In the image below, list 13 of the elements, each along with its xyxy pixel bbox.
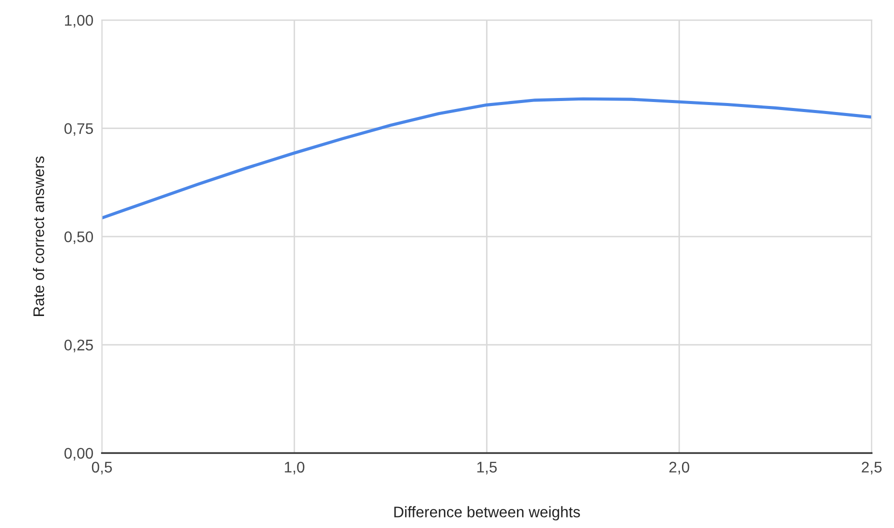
x-tick-label: 2,0 [669, 462, 690, 474]
line-series [102, 97, 872, 220]
y-tick-label: 0,00 [64, 448, 93, 461]
x-axis-title: Difference between weights [394, 506, 580, 520]
x-tick-label: 0,5 [92, 462, 112, 474]
y-tick-label: 1,00 [65, 14, 93, 28]
x-tick-label: 2,5 [862, 462, 882, 474]
y-axis-title: Rate of correct answers [32, 156, 44, 316]
x-tick-label: 1,0 [284, 462, 304, 474]
y-tick-label: 0,50 [64, 231, 93, 244]
y-tick-label: 0,75 [64, 123, 93, 136]
y-tick-label: 0,25 [64, 340, 93, 352]
x-tick-label: 1,5 [477, 462, 497, 474]
